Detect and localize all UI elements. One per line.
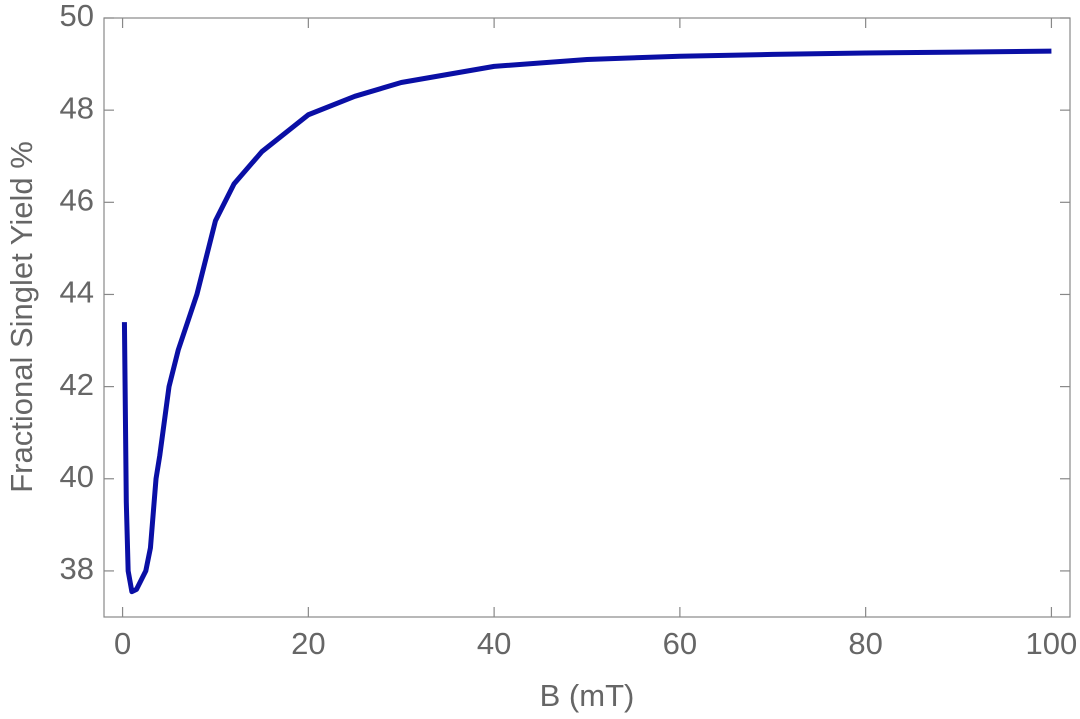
y-tick-label: 38 bbox=[60, 551, 94, 586]
x-axis-label: B (mT) bbox=[540, 678, 635, 713]
x-tick-label: 40 bbox=[477, 626, 511, 661]
y-tick-label: 46 bbox=[60, 182, 94, 217]
y-tick-label: 40 bbox=[60, 459, 94, 494]
plot-frame bbox=[103, 17, 1071, 618]
y-axis-label: Fractional Singlet Yield % bbox=[4, 141, 39, 493]
x-tick-label: 100 bbox=[1026, 626, 1078, 661]
y-tick-label: 44 bbox=[60, 275, 94, 310]
x-tick-label: 60 bbox=[663, 626, 697, 661]
data-line bbox=[121, 48, 1052, 595]
x-tick-label: 0 bbox=[114, 626, 131, 661]
y-tick-label: 50 bbox=[60, 0, 94, 33]
y-tick-label: 48 bbox=[60, 90, 94, 125]
x-tick-label: 20 bbox=[291, 626, 325, 661]
y-tick-label: 42 bbox=[60, 367, 94, 402]
x-tick-label: 80 bbox=[848, 626, 882, 661]
